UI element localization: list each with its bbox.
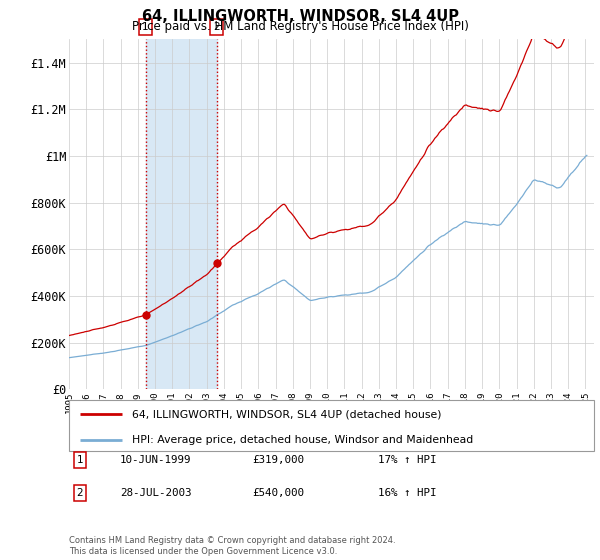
Text: 16% ↑ HPI: 16% ↑ HPI — [378, 488, 437, 498]
Text: £540,000: £540,000 — [252, 488, 304, 498]
Text: £319,000: £319,000 — [252, 455, 304, 465]
Text: 2: 2 — [76, 488, 83, 498]
Text: 64, ILLINGWORTH, WINDSOR, SL4 4UP: 64, ILLINGWORTH, WINDSOR, SL4 4UP — [142, 9, 458, 24]
FancyBboxPatch shape — [69, 400, 594, 451]
Text: 2: 2 — [214, 22, 220, 32]
Text: 64, ILLINGWORTH, WINDSOR, SL4 4UP (detached house): 64, ILLINGWORTH, WINDSOR, SL4 4UP (detac… — [132, 409, 442, 419]
Text: HPI: Average price, detached house, Windsor and Maidenhead: HPI: Average price, detached house, Wind… — [132, 435, 473, 445]
Text: 17% ↑ HPI: 17% ↑ HPI — [378, 455, 437, 465]
Text: 1: 1 — [142, 22, 149, 32]
Bar — [146, 39, 217, 389]
Text: 1: 1 — [76, 455, 83, 465]
Text: 28-JUL-2003: 28-JUL-2003 — [120, 488, 191, 498]
Text: 10-JUN-1999: 10-JUN-1999 — [120, 455, 191, 465]
Text: Price paid vs. HM Land Registry's House Price Index (HPI): Price paid vs. HM Land Registry's House … — [131, 20, 469, 32]
Text: Contains HM Land Registry data © Crown copyright and database right 2024.
This d: Contains HM Land Registry data © Crown c… — [69, 536, 395, 556]
